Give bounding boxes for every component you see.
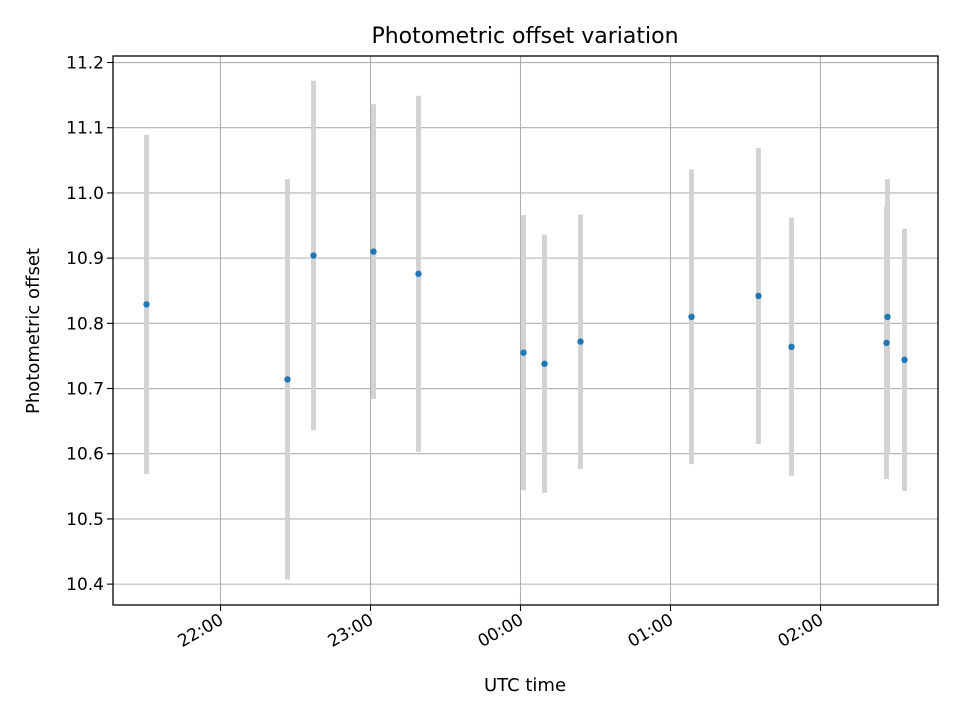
y-tick-label: 10.6 — [66, 445, 104, 465]
x-axis-ticks: 22:00 23:00 00:00 01:00 02:00 — [175, 605, 827, 652]
y-tick-label: 10.8 — [66, 314, 104, 334]
data-point — [541, 360, 548, 367]
x-tick-label: 02:00 — [775, 610, 827, 652]
y-tick-label: 10.7 — [66, 380, 104, 400]
y-tick-label: 11.2 — [66, 54, 104, 74]
y-tick-label: 10.9 — [66, 249, 104, 269]
data-point — [883, 339, 890, 347]
x-tick-label: 01:00 — [625, 610, 677, 652]
data-point — [143, 301, 150, 308]
x-tick-label: 23:00 — [325, 610, 377, 652]
data-point — [284, 376, 291, 383]
grid-lines — [113, 56, 938, 605]
x-tick-label: 00:00 — [475, 610, 527, 652]
axes-frame — [112, 55, 939, 606]
y-axis-label: Photometric offset — [23, 248, 44, 414]
data-point — [755, 292, 762, 300]
data-point — [415, 270, 422, 277]
y-tick-label: 11.1 — [66, 119, 104, 139]
x-tick-label: 22:00 — [175, 610, 227, 652]
data-point — [310, 252, 317, 259]
data-point — [688, 313, 695, 321]
data-points — [143, 248, 908, 383]
data-point — [901, 356, 908, 364]
x-axis-label: UTC time — [484, 675, 566, 696]
y-axis-ticks: 10.4 10.5 10.6 10.7 10.8 10.9 11.0 11.1 11.2 — [66, 54, 113, 595]
data-point — [520, 349, 527, 356]
data-point — [577, 338, 584, 345]
data-point — [788, 343, 795, 351]
error-bars — [144, 80, 907, 580]
y-tick-label: 11.0 — [66, 184, 104, 204]
y-tick-label: 10.4 — [66, 575, 104, 595]
data-point — [370, 248, 377, 255]
chart-title: Photometric offset variation — [371, 24, 678, 49]
y-tick-label: 10.5 — [66, 510, 104, 530]
data-point — [884, 313, 891, 321]
